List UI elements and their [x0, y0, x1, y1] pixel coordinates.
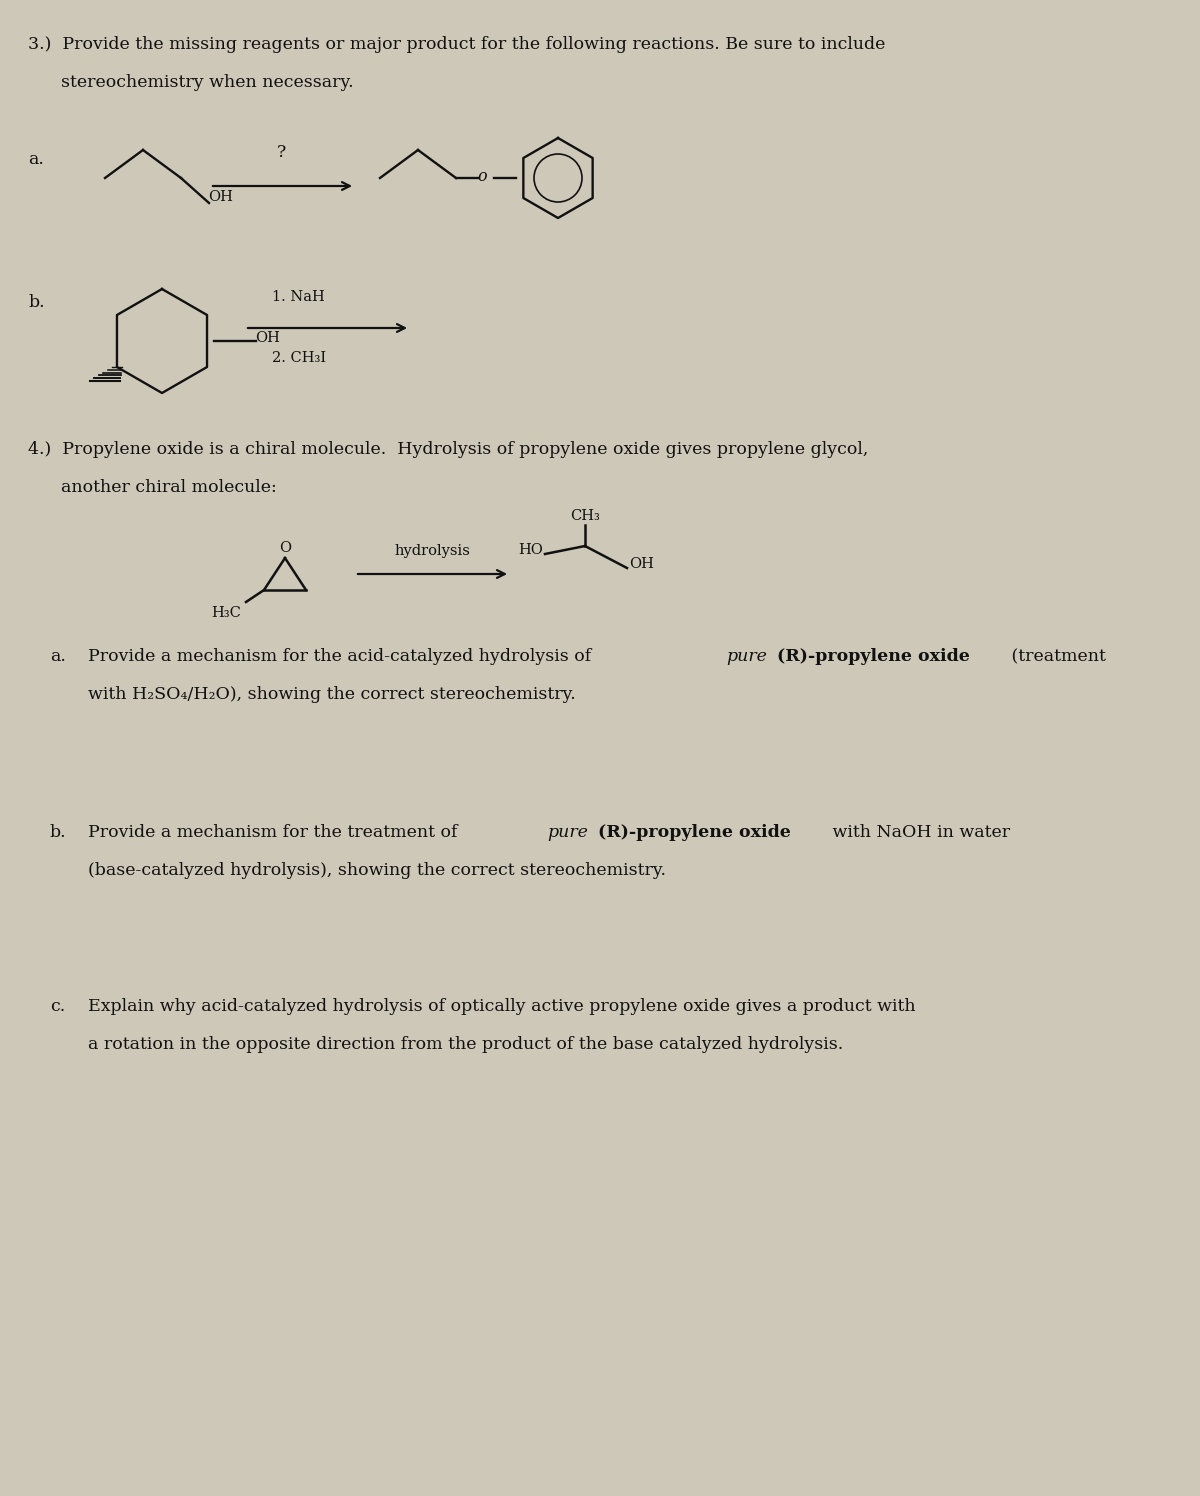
Text: with H₂SO₄/H₂O), showing the correct stereochemistry.: with H₂SO₄/H₂O), showing the correct ste…	[88, 687, 576, 703]
Text: OH: OH	[629, 557, 654, 571]
Text: OH: OH	[256, 331, 280, 346]
Text: b.: b.	[28, 295, 44, 311]
Text: pure: pure	[547, 824, 588, 841]
Text: O: O	[278, 542, 292, 555]
Text: Provide a mechanism for the treatment of: Provide a mechanism for the treatment of	[88, 824, 463, 841]
Text: b.: b.	[50, 824, 67, 841]
Text: (treatment: (treatment	[1007, 648, 1106, 666]
Text: Explain why acid-catalyzed hydrolysis of optically active propylene oxide gives : Explain why acid-catalyzed hydrolysis of…	[88, 998, 916, 1014]
Text: ?: ?	[277, 144, 287, 162]
Text: Provide a mechanism for the acid-catalyzed hydrolysis of: Provide a mechanism for the acid-catalyz…	[88, 648, 596, 666]
Text: 1. NaH: 1. NaH	[272, 290, 325, 304]
Text: another chiral molecule:: another chiral molecule:	[28, 479, 277, 497]
Text: H₃C: H₃C	[211, 606, 241, 619]
Text: 3.)  Provide the missing reagents or major product for the following reactions. : 3.) Provide the missing reagents or majo…	[28, 36, 886, 52]
Text: HO: HO	[518, 543, 542, 557]
Text: pure: pure	[726, 648, 767, 666]
Text: a.: a.	[28, 151, 44, 168]
Text: a rotation in the opposite direction from the product of the base catalyzed hydr: a rotation in the opposite direction fro…	[88, 1037, 844, 1053]
Text: hydrolysis: hydrolysis	[394, 545, 470, 558]
Text: (R)-propylene oxide: (R)-propylene oxide	[772, 648, 970, 666]
Text: c.: c.	[50, 998, 65, 1014]
Text: 2. CH₃I: 2. CH₃I	[272, 352, 326, 365]
Text: OH: OH	[208, 190, 233, 203]
Text: (base-catalyzed hydrolysis), showing the correct stereochemistry.: (base-catalyzed hydrolysis), showing the…	[88, 862, 666, 880]
Text: stereochemistry when necessary.: stereochemistry when necessary.	[28, 73, 354, 91]
Text: with NaOH in water: with NaOH in water	[827, 824, 1010, 841]
Text: 4.)  Propylene oxide is a chiral molecule.  Hydrolysis of propylene oxide gives : 4.) Propylene oxide is a chiral molecule…	[28, 441, 869, 458]
Text: (R)-propylene oxide: (R)-propylene oxide	[592, 824, 791, 841]
Text: o: o	[476, 168, 487, 184]
Text: a.: a.	[50, 648, 66, 666]
Text: CH₃: CH₃	[570, 509, 600, 524]
